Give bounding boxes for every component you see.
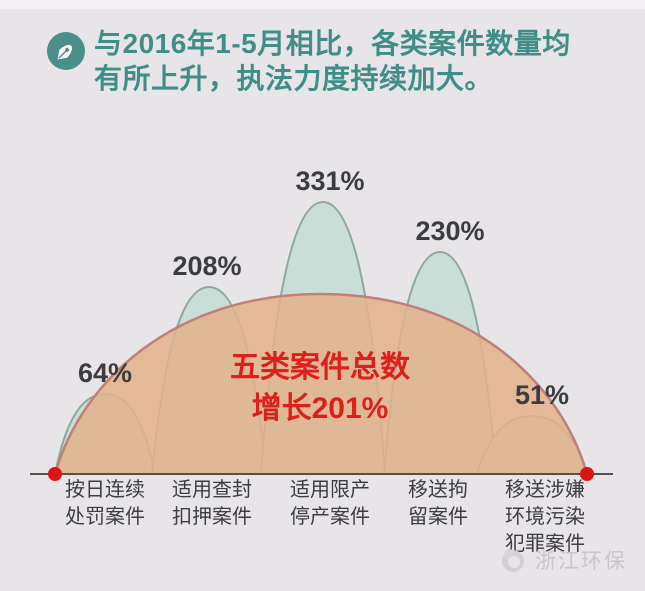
value-label-5: 51% [515, 380, 569, 410]
total-annotation: 五类案件总数 增长201% [160, 347, 480, 429]
header-title: 与2016年1-5月相比，各类案件数量均 有所上升，执法力度持续加大。 [94, 26, 571, 96]
category-label-2: 适用查封 扣押案件 [137, 477, 287, 531]
header-line1: 与2016年1-5月相比，各类案件数量均 [94, 28, 571, 59]
value-label-1: 64% [78, 358, 132, 388]
case-increase-chart: 64% 208% 331% 230% 51% [30, 166, 613, 481]
total-annotation-line2: 增长201% [251, 392, 389, 425]
value-label-2: 208% [172, 251, 241, 281]
category-label-line: 移送涉嫌 [505, 479, 585, 501]
category-label-line: 犯罪案件 [505, 533, 585, 555]
category-label-line: 适用查封 [172, 479, 252, 501]
header: 与2016年1-5月相比，各类案件数量均 有所上升，执法力度持续加大。 [46, 26, 571, 96]
category-label-line: 停产案件 [290, 506, 370, 528]
category-label-line: 适用限产 [290, 479, 370, 501]
category-label-line: 移送拘 [408, 479, 468, 501]
value-label-3: 331% [295, 166, 364, 196]
pen-icon [47, 32, 85, 70]
category-label-4: 移送拘 留案件 [363, 477, 513, 531]
category-label-line: 留案件 [408, 506, 468, 528]
endpoint-dot-right [580, 467, 594, 481]
category-label-line: 按日连续 [65, 479, 145, 501]
value-label-4: 230% [415, 216, 484, 246]
watermark: 浙江环保 [500, 545, 627, 575]
category-label-3: 适用限产 停产案件 [255, 477, 405, 531]
watermark-text: 浙江环保 [535, 550, 627, 573]
category-label-line: 环境污染 [505, 506, 585, 528]
total-annotation-line1: 五类案件总数 [230, 351, 410, 384]
category-label-line: 处罚案件 [65, 506, 145, 528]
category-label-line: 扣押案件 [172, 506, 252, 528]
endpoint-dot-left [48, 467, 62, 481]
category-label-1: 按日连续 处罚案件 [30, 477, 180, 531]
category-label-5: 移送涉嫌环境污染犯罪案件 [470, 477, 620, 558]
zhejiang-epb-logo-icon [502, 549, 524, 572]
header-line2: 有所上升，执法力度持续加大。 [94, 63, 494, 94]
total-arch [53, 292, 589, 475]
